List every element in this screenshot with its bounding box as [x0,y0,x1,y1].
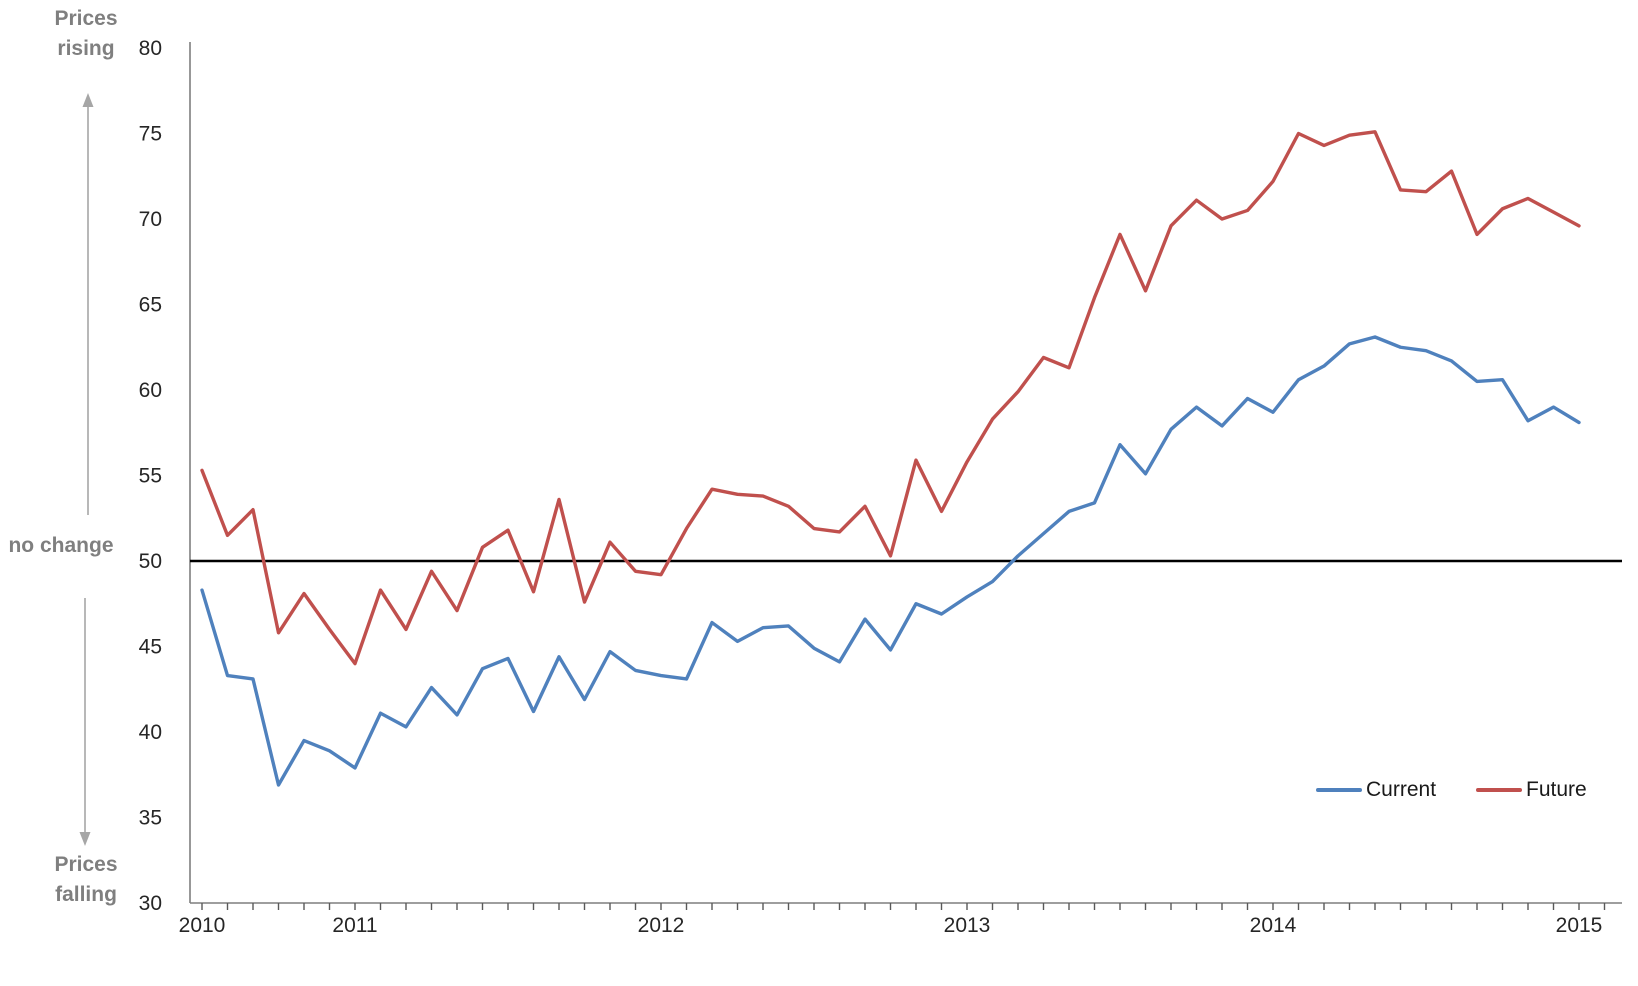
legend-label-current: Current [1366,778,1437,801]
y-tick-label: 65 [139,294,162,317]
down-arrow-head-icon [79,832,91,846]
current-series-swatch [1316,788,1362,792]
prices-rising-label: Prices rising [54,7,118,61]
chart-legend: Current Future [1316,778,1587,802]
x-year-label: 2011 [332,914,377,937]
prices-rising-arrow [82,93,94,515]
x-axis-ticks [201,903,1606,910]
legend-item-current: Current [1316,778,1436,802]
future-series-line [200,130,1581,666]
no-change-label: no change [8,534,114,557]
x-axis-labels: 2010 2011 2012 2013 2014 2015 [179,914,1603,937]
y-tick-label: 70 [139,208,162,231]
y-tick-label: 80 [139,37,162,60]
legend-item-future: Future [1476,778,1587,802]
x-year-label: 2014 [1250,914,1297,937]
prices-falling-arrow [79,598,91,846]
x-year-label: 2012 [638,914,685,937]
x-year-label: 2010 [179,914,226,937]
y-tick-label: 45 [139,636,162,659]
up-arrow-head-icon [82,93,94,107]
y-tick-label: 50 [139,550,162,573]
legend-label-future: Future [1526,778,1587,801]
y-tick-label: 60 [139,379,162,402]
y-tick-label: 75 [139,123,162,146]
y-tick-label: 40 [139,721,162,744]
prices-falling-label: Prices falling [54,853,118,907]
y-tick-label: 30 [139,892,162,915]
current-series-line [200,335,1581,787]
x-year-label: 2015 [1556,914,1603,937]
future-series-swatch [1476,788,1523,792]
y-tick-label: 55 [139,465,162,488]
x-year-label: 2013 [944,914,991,937]
y-tick-label: 35 [139,807,162,830]
y-axis-labels: 30 35 40 45 50 55 60 65 70 75 80 [139,37,162,915]
